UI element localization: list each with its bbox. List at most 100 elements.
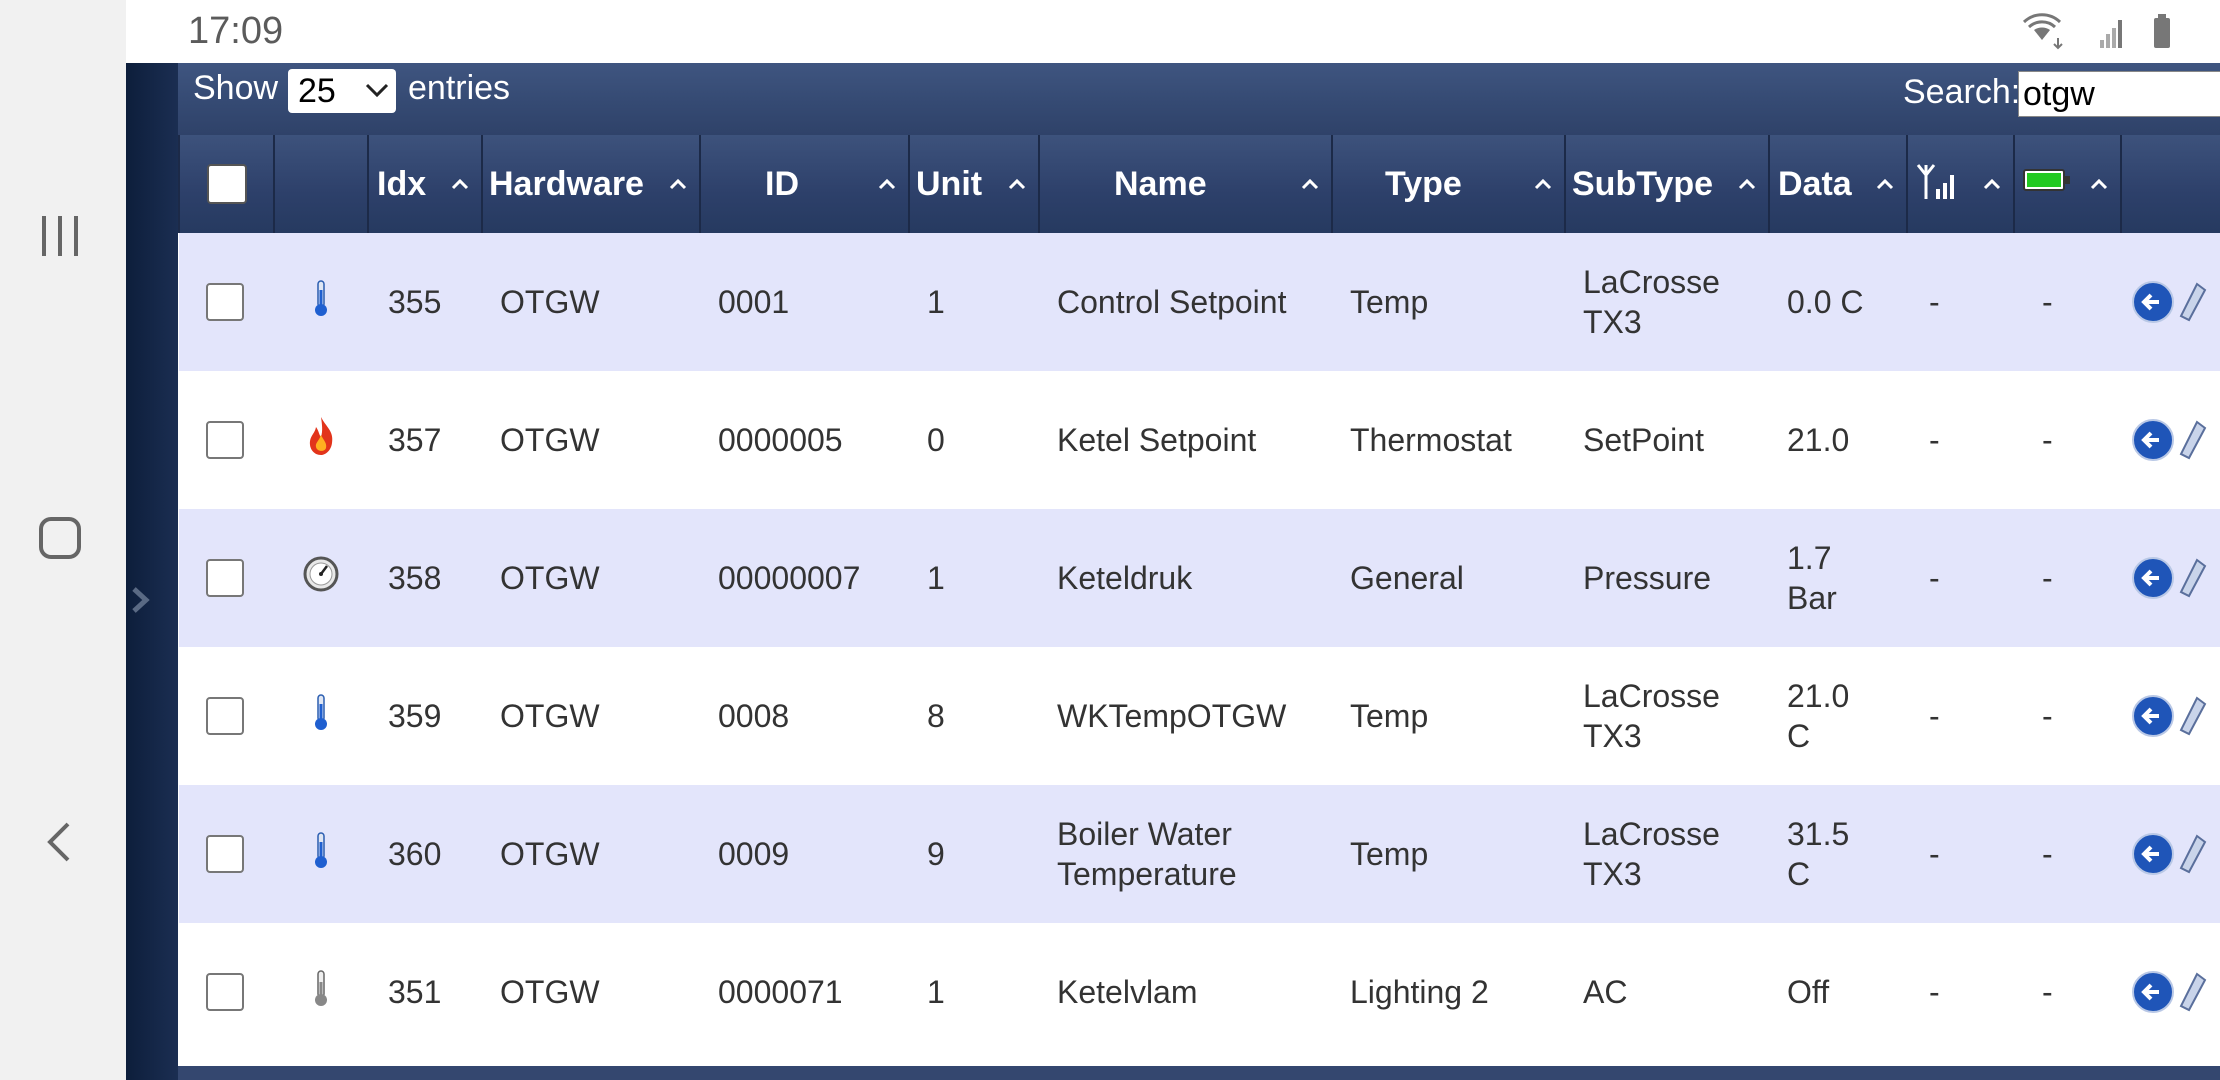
back-arrow-icon[interactable] — [2131, 556, 2175, 600]
cell-subtype: LaCrosse TX3 — [1565, 785, 1769, 923]
recent-apps-button[interactable] — [30, 206, 90, 266]
cell-battery: - — [2014, 233, 2121, 371]
header-id-label: ID — [765, 165, 799, 203]
back-arrow-icon[interactable] — [2131, 280, 2175, 324]
gauge-icon[interactable] — [302, 556, 340, 600]
cell-name: Control Setpoint — [1039, 233, 1332, 371]
cell-data: 31.5 C — [1769, 785, 1907, 923]
cell-type: Temp — [1332, 785, 1565, 923]
table-toolbar: Show 25 entries Search: — [178, 63, 2220, 135]
header-id[interactable]: ID — [699, 135, 910, 233]
edit-pencil-icon[interactable] — [2177, 418, 2207, 462]
back-button[interactable] — [30, 812, 90, 872]
cell-id: 0000005 — [700, 371, 909, 509]
flame-icon[interactable] — [304, 417, 338, 464]
home-button[interactable] — [30, 508, 90, 568]
sort-asc-icon — [1876, 178, 1894, 190]
sort-asc-icon — [878, 178, 896, 190]
edit-pencil-icon[interactable] — [2177, 556, 2207, 600]
header-hardware[interactable]: Hardware — [481, 135, 701, 233]
cell-unit: 8 — [909, 647, 1039, 785]
switch-off-icon[interactable] — [311, 970, 331, 1015]
cell-name: WKTempOTGW — [1039, 647, 1332, 785]
header-name[interactable]: Name — [1038, 135, 1333, 233]
row-actions — [2121, 371, 2220, 509]
sort-asc-icon — [1008, 178, 1026, 190]
row-select-cell — [179, 923, 274, 1061]
table-row[interactable]: 359 OTGW 0008 8 WKTempOTGW Temp LaCrosse TX3 21… — [179, 647, 2220, 785]
header-signal[interactable] — [1906, 135, 2015, 233]
row-checkbox[interactable] — [206, 973, 244, 1011]
cell-id: 0008 — [700, 647, 909, 785]
row-checkbox[interactable] — [206, 697, 244, 735]
cell-unit: 0 — [909, 371, 1039, 509]
cell-battery: - — [2014, 509, 2121, 647]
row-checkbox[interactable] — [206, 283, 244, 321]
select-all-checkbox[interactable] — [207, 164, 247, 204]
cell-data: 21.0 C — [1769, 647, 1907, 785]
sort-asc-icon — [1534, 178, 1552, 190]
edit-pencil-icon[interactable] — [2177, 280, 2207, 324]
cell-unit: 1 — [909, 923, 1039, 1061]
search-input[interactable] — [2018, 71, 2220, 117]
cell-id: 00000007 — [700, 509, 909, 647]
wifi-icon — [2022, 13, 2063, 50]
expand-arrow-icon[interactable] — [128, 583, 154, 617]
table-row[interactable]: 358 OTGW 00000007 1 Keteldruk General Pressure… — [179, 509, 2220, 647]
device-icon-cell — [274, 371, 368, 509]
edit-pencil-icon[interactable] — [2177, 832, 2207, 876]
show-label: Show — [193, 69, 279, 107]
status-bar: 17:09 — [126, 0, 2220, 63]
device-icon-cell — [274, 923, 368, 1061]
thermometer-icon[interactable] — [311, 694, 331, 739]
row-checkbox[interactable] — [206, 835, 244, 873]
back-arrow-icon[interactable] — [2131, 832, 2175, 876]
android-nav-bar — [0, 0, 126, 1080]
header-type[interactable]: Type — [1331, 135, 1566, 233]
table-row[interactable]: 360 OTGW 0009 9 Boiler Water Temperature Temp… — [179, 785, 2220, 923]
header-idx[interactable]: Idx — [367, 135, 483, 233]
app-sidebar-strip — [126, 63, 178, 1080]
header-data[interactable]: Data — [1768, 135, 1908, 233]
header-battery[interactable] — [2013, 135, 2122, 233]
cell-subtype: LaCrosse TX3 — [1565, 647, 1769, 785]
cell-name: Ketel Setpoint — [1039, 371, 1332, 509]
thermometer-icon[interactable] — [311, 280, 331, 325]
row-checkbox[interactable] — [206, 421, 244, 459]
cell-unit: 1 — [909, 233, 1039, 371]
edit-pencil-icon[interactable] — [2177, 970, 2207, 1014]
row-actions — [2121, 233, 2220, 371]
back-chevron-icon — [47, 822, 70, 862]
edit-pencil-icon[interactable] — [2177, 694, 2207, 738]
cell-data: 21.0 — [1769, 371, 1907, 509]
header-idx-label: Idx — [377, 165, 427, 203]
signal-icon — [2100, 20, 2122, 48]
thermometer-icon[interactable] — [311, 832, 331, 877]
cell-type: Lighting 2 — [1332, 923, 1565, 1061]
recent-apps-icon — [42, 216, 78, 256]
header-unit[interactable]: Unit — [908, 135, 1040, 233]
cell-name: Boiler Water Temperature — [1039, 785, 1332, 923]
cell-data: 0.0 C — [1769, 233, 1907, 371]
back-arrow-icon[interactable] — [2131, 970, 2175, 1014]
cell-unit: 1 — [909, 509, 1039, 647]
header-name-label: Name — [1114, 165, 1207, 203]
clock: 17:09 — [188, 10, 284, 52]
table-row[interactable]: 355 OTGW 0001 1 Control Setpoint Temp LaCrosse… — [179, 233, 2220, 371]
back-arrow-icon[interactable] — [2131, 418, 2175, 462]
icon-header — [273, 135, 369, 233]
header-unit-label: Unit — [916, 165, 983, 203]
row-select-cell — [179, 371, 274, 509]
sort-asc-icon — [2090, 178, 2108, 190]
cell-battery: - — [2014, 785, 2121, 923]
header-subtype[interactable]: SubType — [1564, 135, 1770, 233]
cell-signal: - — [1907, 233, 2014, 371]
back-arrow-icon[interactable] — [2131, 694, 2175, 738]
header-type-label: Type — [1385, 165, 1462, 203]
table-row[interactable]: 357 OTGW 0000005 0 Ketel Setpoint Thermostat S… — [179, 371, 2220, 509]
row-checkbox[interactable] — [206, 559, 244, 597]
cell-signal: - — [1907, 371, 2014, 509]
table-row[interactable]: 351 OTGW 0000071 1 Ketelvlam Lighting 2 AC Off -… — [179, 923, 2220, 1061]
page-size-select[interactable]: 25 — [288, 69, 396, 113]
cell-signal: - — [1907, 647, 2014, 785]
